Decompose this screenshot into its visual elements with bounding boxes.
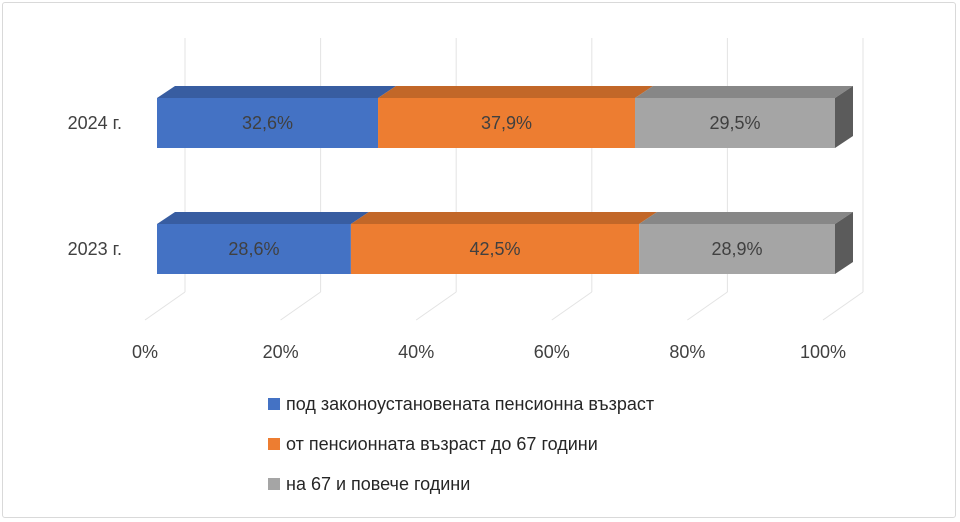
bar-segment: 32,6% bbox=[157, 86, 397, 148]
gridlines bbox=[144, 38, 864, 321]
bar-top-face bbox=[634, 86, 853, 98]
gridline-floor bbox=[415, 291, 457, 321]
legend-item: на 67 и повече години bbox=[268, 474, 470, 494]
gridline-floor bbox=[144, 291, 186, 321]
bar-top-face bbox=[350, 212, 658, 224]
gridline-floor bbox=[551, 291, 593, 321]
bar-front-face bbox=[634, 98, 835, 148]
bar-top-face bbox=[157, 86, 397, 98]
data-label: 28,6% bbox=[228, 239, 279, 259]
bar-front-face bbox=[639, 224, 835, 274]
legend-swatch bbox=[268, 478, 280, 490]
legend-swatch bbox=[268, 438, 280, 450]
bar-top-face bbox=[157, 212, 369, 224]
data-label: 42,5% bbox=[469, 239, 520, 259]
gridline-floor bbox=[687, 291, 728, 321]
bar-side-face bbox=[835, 86, 853, 148]
data-label: 29,5% bbox=[709, 113, 760, 133]
category-label: 2024 г. bbox=[68, 113, 122, 133]
bar-side-face bbox=[835, 212, 853, 274]
bar-segment: 42,5% bbox=[350, 212, 658, 274]
legend-label: под законоустановената пенсионна възраст bbox=[286, 394, 654, 414]
legend-swatch bbox=[268, 398, 280, 410]
legend-label: на 67 и повече години bbox=[286, 474, 470, 494]
bar-front-face bbox=[350, 224, 640, 274]
bar-front-face bbox=[157, 224, 351, 274]
legend-item: под законоустановената пенсионна възраст bbox=[268, 394, 654, 414]
legend: под законоустановената пенсионна възраст… bbox=[268, 394, 654, 494]
category-labels: 2024 г. 2023 г. bbox=[68, 113, 122, 259]
bar-segment: 29,5% bbox=[634, 86, 853, 148]
data-label: 28,9% bbox=[712, 239, 763, 259]
x-tick-label: 0% bbox=[132, 342, 158, 362]
bar-segment: 28,9% bbox=[639, 212, 853, 274]
x-tick-label: 80% bbox=[669, 342, 705, 362]
bars: 32,6% 37,9% 29,5% 28,6% 42,5% 28,9% bbox=[157, 86, 853, 274]
x-tick-label: 40% bbox=[398, 342, 434, 362]
bar-segment: 37,9% bbox=[378, 86, 653, 148]
gridline-floor bbox=[280, 291, 321, 321]
bar-segment: 28,6% bbox=[157, 212, 369, 274]
bar-front-face bbox=[157, 98, 379, 148]
data-label: 37,9% bbox=[481, 113, 532, 133]
bar-top-face bbox=[639, 212, 853, 224]
data-label: 32,6% bbox=[242, 113, 293, 133]
bar-top-face bbox=[378, 86, 653, 98]
legend-item: от пенсионната възраст до 67 години bbox=[268, 434, 598, 454]
bar-front-face bbox=[378, 98, 635, 148]
category-label: 2023 г. bbox=[68, 239, 122, 259]
legend-label: от пенсионната възраст до 67 години bbox=[286, 434, 598, 454]
gridline-floor bbox=[822, 291, 864, 321]
x-tick-label: 60% bbox=[534, 342, 570, 362]
x-tick-label: 20% bbox=[263, 342, 299, 362]
x-tick-labels: 0% 20% 40% 60% 80% 100% bbox=[132, 342, 846, 362]
x-tick-label: 100% bbox=[800, 342, 846, 362]
